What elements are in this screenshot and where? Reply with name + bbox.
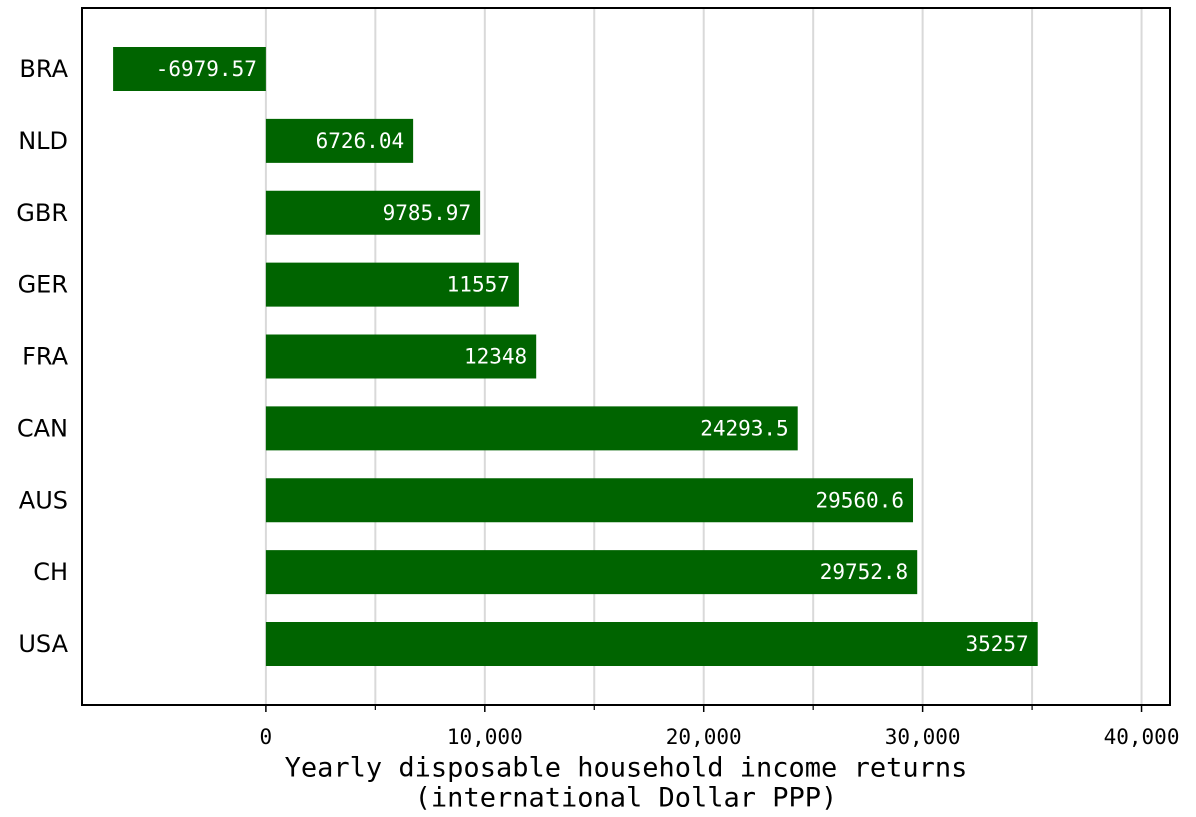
bar [265,622,1038,666]
y-tick-label: FRA [22,343,69,371]
x-axis-title: Yearly disposable household income retur… [285,753,968,784]
bar [265,406,798,451]
value-label: 12348 [464,345,527,369]
x-tick-label: 30,000 [885,725,961,749]
value-label: 29560.6 [815,488,904,512]
bars [113,47,1038,666]
x-axis-title: (international Dollar PPP) [415,783,838,814]
bar [265,478,914,523]
y-tick-label: CAN [17,414,68,442]
value-label: 24293.5 [700,416,789,440]
y-tick-label: USA [18,630,68,658]
value-label: 29752.8 [820,560,909,584]
x-tick-label: 0 [260,725,273,749]
value-label: 35257 [965,632,1028,656]
bar [265,262,519,307]
labels: 0 10,000 20,000 30,000 40,000 Yearly disposab… [16,55,1179,814]
y-tick-label: GBR [16,199,68,227]
y-tick-label: CH [33,558,68,586]
y-tick-label: NLD [18,127,68,155]
y-tick-label: GER [18,271,68,299]
x-tick-label: 20,000 [666,725,742,749]
y-tick-label: BRA [19,55,68,83]
bar [265,550,918,595]
bar [265,190,481,235]
value-label: -6979.57 [156,57,257,81]
value-label: 11557 [447,273,510,297]
x-tick-label: 40,000 [1104,725,1180,749]
bar [113,47,266,91]
x-tick-label: 10,000 [447,725,523,749]
bar [265,334,537,379]
value-label: 6726.04 [316,129,405,153]
value-label: 9785.97 [383,201,472,225]
plot-frame [81,7,1171,706]
y-tick-label: AUS [19,486,68,514]
bar [265,118,414,163]
